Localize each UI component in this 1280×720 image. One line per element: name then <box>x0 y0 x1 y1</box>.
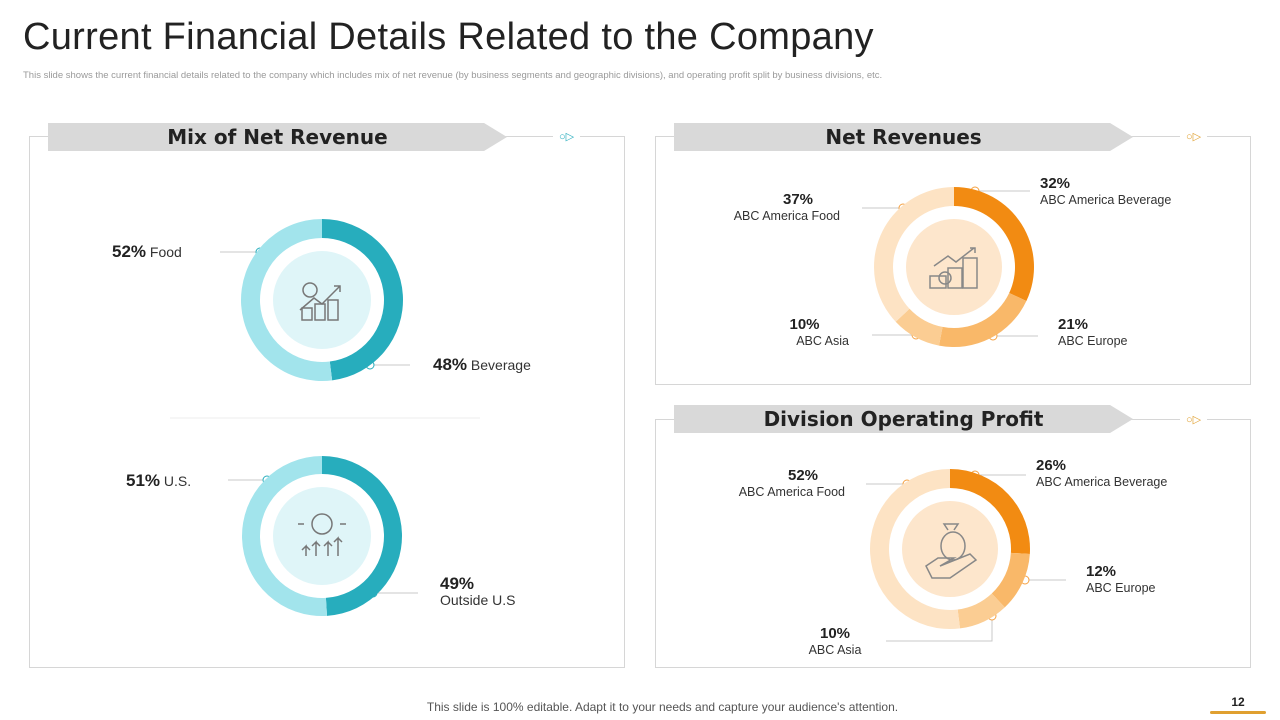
page-number-bar <box>1210 711 1266 714</box>
page-subtitle: This slide shows the current financial d… <box>23 70 883 81</box>
footer-text: This slide is 100% editable. Adapt it to… <box>426 700 899 714</box>
panel-title-div: Division Operating Profit <box>674 405 1133 433</box>
label-us: 51% U.S. <box>126 471 192 490</box>
donut-segment-abc-asia <box>895 308 943 346</box>
circle-triangle-icon: ○▷ <box>1180 130 1208 143</box>
label-div-europe: 12% ABC Europe <box>1086 563 1156 596</box>
label-div-food: 52% ABC America Food <box>738 467 845 500</box>
donut-segment-abc-europe <box>991 552 1030 608</box>
donut-segment-abc-america-food <box>874 187 954 322</box>
leader-line <box>886 616 993 642</box>
circle-triangle-icon: ○▷ <box>553 130 581 143</box>
label-div-beverage: 26% ABC America Beverage <box>1036 457 1168 490</box>
page-title: Current Financial Details Related to the… <box>23 16 874 58</box>
label-net-beverage: 32% ABC America Beverage <box>1040 175 1172 208</box>
donut-center <box>273 251 371 349</box>
label-net-food: 37% ABC America Food <box>733 191 840 224</box>
label-outside-us: 49% Outside U.S <box>440 574 516 608</box>
label-net-asia: 10% ABC Asia <box>789 316 849 349</box>
donut-segment-outside-u-s <box>322 455 403 616</box>
donut-center <box>906 219 1002 315</box>
panel-title-mix: Mix of Net Revenue <box>48 123 507 151</box>
label-beverage: 48% Beverage <box>433 355 531 374</box>
money-growth-icon <box>299 282 341 321</box>
donut-segment-abc-america-beverage <box>954 187 1034 302</box>
circle-triangle-icon: ○▷ <box>1180 413 1208 426</box>
donut-segment-food <box>241 219 333 381</box>
page-number: 12 <box>1231 695 1245 709</box>
donut-center <box>902 501 998 597</box>
coins-growth-icon <box>929 247 978 289</box>
label-food: 52% Food <box>112 242 182 261</box>
panel-title-net: Net Revenues <box>674 123 1133 151</box>
label-div-asia: 10% ABC Asia <box>808 625 862 658</box>
dollar-coin-growth-icon <box>298 513 346 556</box>
donut-segment-abc-asia <box>957 593 1005 629</box>
donut-segment-abc-america-food <box>870 469 961 629</box>
label-net-europe: 21% ABC Europe <box>1058 316 1128 349</box>
donut-segment-abc-america-beverage <box>950 469 1031 555</box>
donut-segment-u-s- <box>242 456 328 616</box>
donut-segment-abc-europe <box>939 292 1027 347</box>
donut-center <box>273 487 371 585</box>
donut-segment-beverage <box>322 219 404 381</box>
money-bag-hand-icon <box>925 523 978 579</box>
